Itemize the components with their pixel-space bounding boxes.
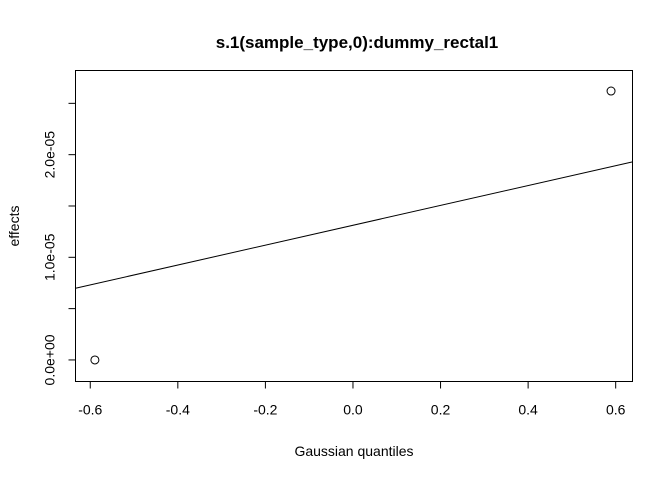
y-tick-label: 2.0e-05: [42, 131, 58, 179]
plot-frame: [75, 70, 633, 382]
x-tick-label: 0.4: [518, 402, 538, 418]
y-axis: 0.0e+00 1.0e-05 2.0e-05: [42, 102, 76, 385]
x-tick-label: 0.0: [343, 402, 363, 418]
x-tick-label: -0.2: [253, 402, 277, 418]
x-axis: -0.6 -0.4 -0.2 0.0 0.2 0.4 0.6: [78, 381, 626, 418]
x-tick-label: 0.6: [606, 402, 626, 418]
y-tick-label: 1.0e-05: [42, 233, 58, 281]
data-point: [90, 355, 100, 365]
y-tick-label: 0.0e+00: [42, 334, 58, 385]
chart-title: s.1(sample_type,0):dummy_rectal1: [216, 33, 499, 52]
reference-line: [75, 161, 633, 289]
x-tick-label: -0.4: [166, 402, 190, 418]
x-axis-label: Gaussian quantiles: [294, 443, 413, 459]
data-series: [75, 86, 633, 365]
x-tick-label: -0.6: [78, 402, 102, 418]
y-axis-label: effects: [6, 206, 22, 247]
x-tick-label: 0.2: [431, 402, 451, 418]
data-point: [606, 86, 616, 96]
